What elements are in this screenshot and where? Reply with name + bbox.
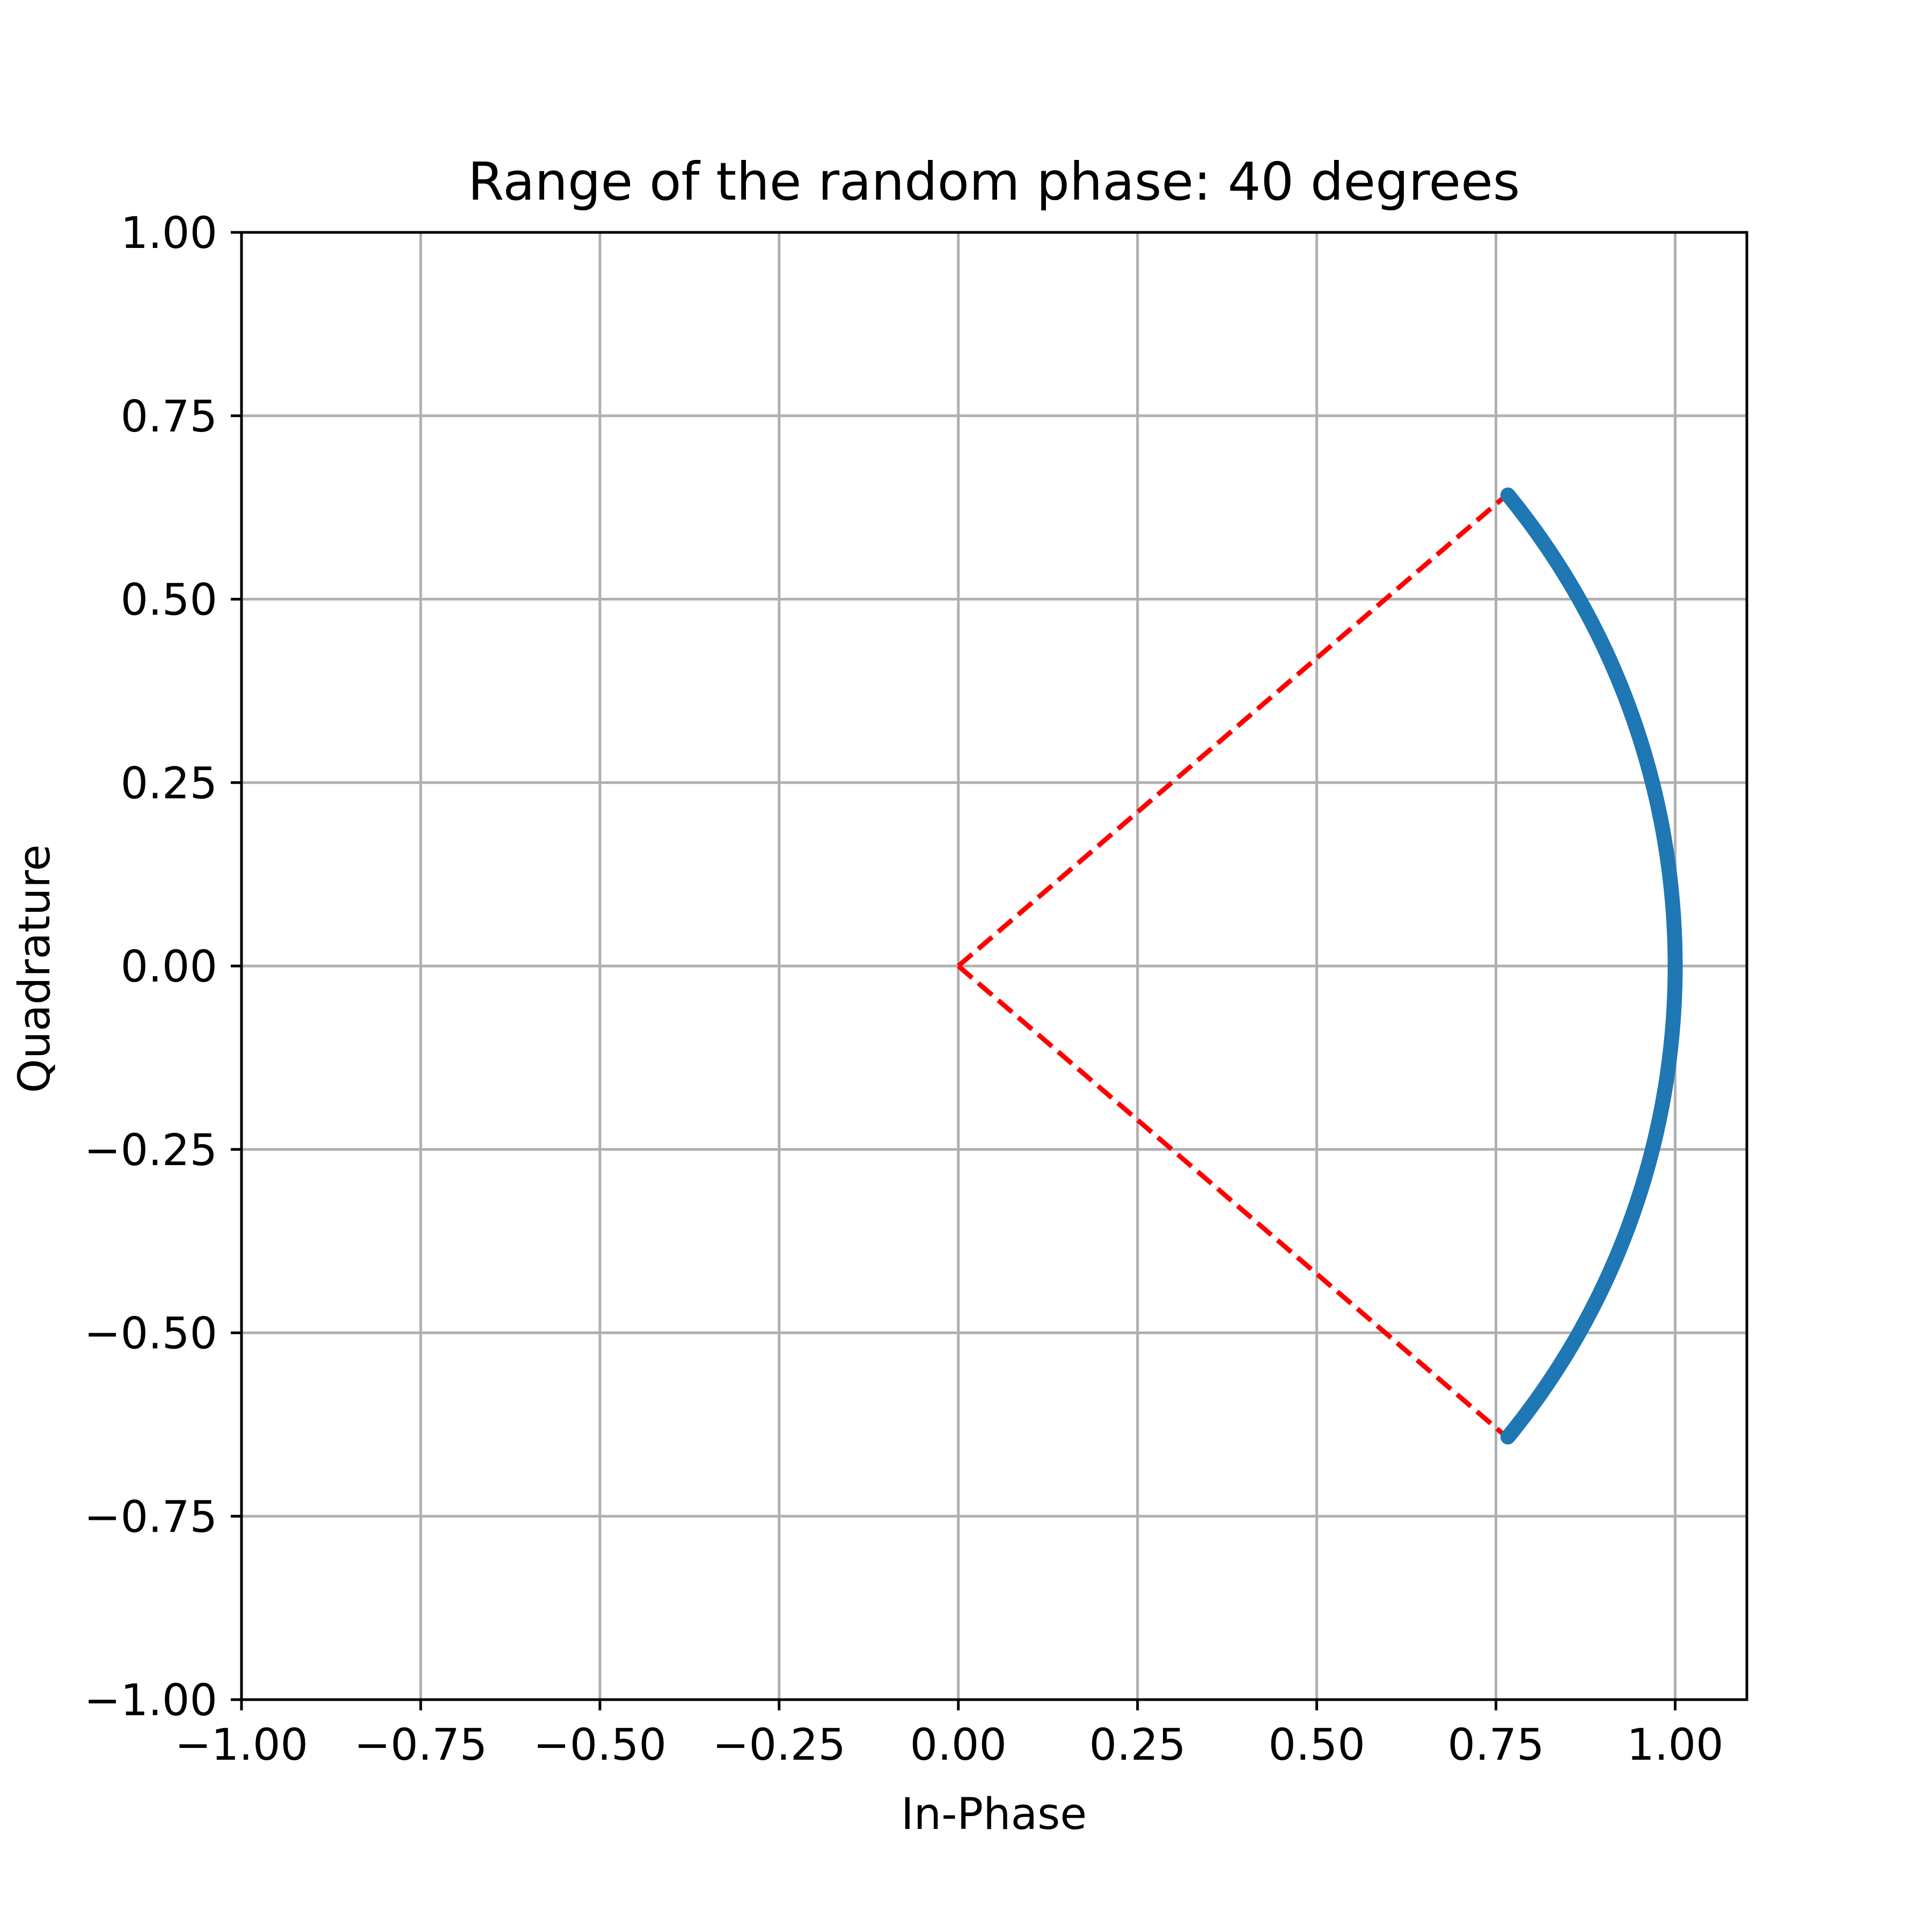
x-axis-label: In-Phase <box>901 1789 1087 1840</box>
y-tick-label: −0.75 <box>84 1492 217 1542</box>
y-tick-label: 1.00 <box>121 208 217 259</box>
x-tick-label: −1.00 <box>175 1720 308 1770</box>
grid-layer <box>240 231 1747 1701</box>
x-tick-label: 1.00 <box>1627 1720 1723 1770</box>
y-tick-label: −0.50 <box>84 1309 217 1359</box>
x-tick-label: 0.50 <box>1268 1720 1365 1770</box>
x-tick-label: 0.75 <box>1447 1720 1544 1770</box>
scatter-point <box>1500 487 1516 503</box>
y-tick-label: 0.25 <box>121 758 217 809</box>
x-tick-label: −0.75 <box>354 1720 487 1770</box>
y-tick-label: 0.00 <box>121 942 217 992</box>
ticks-layer: −1.00 −0.75 −0.50 −0.25 0.00 0.25 0.50 0.75 1.00… <box>84 208 1724 1770</box>
y-tick-label: −0.25 <box>84 1125 217 1176</box>
x-tick-label: −0.50 <box>533 1720 667 1770</box>
y-tick-label: 0.75 <box>121 392 217 442</box>
y-tick-label: 0.50 <box>121 575 217 626</box>
chart-title: Range of the random phase: 40 degrees <box>468 151 1520 212</box>
x-tick-label: 0.00 <box>910 1720 1007 1770</box>
scatter-points-layer <box>1500 487 1683 1445</box>
y-tick-label: −1.00 <box>84 1675 217 1726</box>
x-tick-label: 0.25 <box>1089 1720 1185 1770</box>
x-tick-label: −0.25 <box>713 1720 846 1770</box>
boundary-line-1 <box>956 492 1509 968</box>
y-axis-label: Quadrature <box>10 844 60 1093</box>
boundary-line-2 <box>956 964 1509 1440</box>
boundary-lines-layer <box>956 492 1509 1440</box>
